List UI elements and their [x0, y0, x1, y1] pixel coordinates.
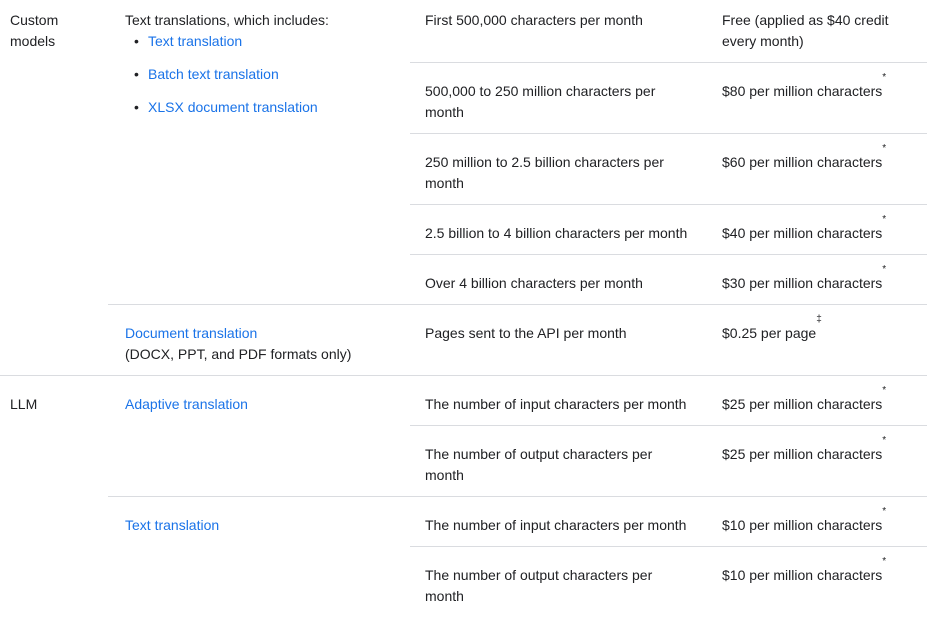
list-item: XLSX document translation	[134, 97, 400, 118]
table-row: The number of output characters per mont…	[0, 546, 927, 617]
table-row: Document translation (DOCX, PPT, and PDF…	[0, 304, 927, 376]
usage-cell: The number of input characters per month	[410, 375, 707, 426]
usage-cell: Pages sent to the API per month	[410, 304, 707, 376]
price-footnote-marker: *	[882, 506, 887, 517]
feature-cell-adaptive-translation: Adaptive translation	[108, 375, 410, 497]
usage-cell: The number of output characters per mont…	[410, 425, 707, 497]
model-label-llm: LLM	[0, 375, 108, 617]
feature-cell-text-translations: Text translations, which includes: Text …	[108, 0, 410, 305]
price-footnote-marker: *	[882, 264, 887, 275]
price-cell: $10 per million characters*	[707, 496, 927, 547]
usage-cell: 250 million to 2.5 billion characters pe…	[410, 133, 707, 205]
usage-cell: Over 4 billion characters per month	[410, 254, 707, 305]
link-xlsx-document-translation[interactable]: XLSX document translation	[148, 99, 318, 115]
link-document-translation[interactable]: Document translation	[125, 325, 258, 341]
price-footnote-marker: *	[882, 143, 887, 154]
price-text: $30 per million characters	[722, 275, 883, 291]
feature-intro: Text translations, which includes:	[125, 12, 329, 28]
usage-cell: The number of output characters per mont…	[410, 546, 707, 617]
feature-cell-text-translation-llm: Text translation	[108, 496, 410, 617]
table-row: Text translation The number of input cha…	[0, 496, 927, 617]
price-cell: $0.25 per page‡	[707, 304, 927, 376]
price-footnote-marker: *	[882, 435, 887, 446]
usage-cell: The number of input characters per month	[410, 496, 707, 547]
price-text: $25 per million characters	[722, 396, 883, 412]
price-cell: Free (applied as $40 credit every month)	[707, 0, 927, 63]
feature-cell-document-translation: Document translation (DOCX, PPT, and PDF…	[108, 304, 410, 376]
price-footnote-marker: *	[882, 385, 887, 396]
price-cell: $10 per million characters*	[707, 546, 927, 617]
bullet-icon	[134, 31, 148, 52]
table-row: The number of output characters per mont…	[0, 425, 927, 497]
table-row: LLM Adaptive translation The number of i…	[0, 375, 927, 617]
price-text: Free (applied as $40 credit every month)	[722, 12, 889, 49]
model-label-custom-models: Custom models	[10, 12, 59, 49]
price-cell: $25 per million characters*	[707, 425, 927, 497]
price-cell: $25 per million characters*	[707, 375, 927, 426]
price-footnote-marker: *	[882, 556, 887, 567]
price-footnote-marker: ‡	[816, 314, 822, 325]
price-text: $80 per million characters	[722, 83, 883, 99]
price-text: $10 per million characters	[722, 567, 883, 583]
table-row: 250 million to 2.5 billion characters pe…	[0, 133, 927, 205]
bullet-icon	[134, 97, 148, 118]
list-item: Batch text translation	[134, 64, 400, 85]
bullet-icon	[134, 64, 148, 85]
price-cell: $30 per million characters*	[707, 254, 927, 305]
usage-cell: 2.5 billion to 4 billion characters per …	[410, 204, 707, 255]
price-text: $25 per million characters	[722, 446, 883, 462]
link-adaptive-translation[interactable]: Adaptive translation	[125, 396, 248, 412]
table-row: 500,000 to 250 million characters per mo…	[0, 62, 927, 134]
price-text: $10 per million characters	[722, 517, 883, 533]
price-text: $40 per million characters	[722, 225, 883, 241]
usage-cell: First 500,000 characters per month	[425, 12, 643, 28]
link-text-translation[interactable]: Text translation	[148, 33, 243, 49]
list-item: Text translation	[134, 31, 400, 52]
table-row: Over 4 billion characters per month $30 …	[0, 254, 927, 305]
price-footnote-marker: *	[882, 72, 887, 83]
feature-link-list: Text translation Batch text translation …	[125, 31, 400, 118]
feature-note: (DOCX, PPT, and PDF formats only)	[125, 346, 352, 362]
table-row: Custom models Text translations, which i…	[0, 0, 927, 115]
price-text: $60 per million characters	[722, 154, 883, 170]
price-cell: $60 per million characters*	[707, 133, 927, 205]
table-row: 2.5 billion to 4 billion characters per …	[0, 204, 927, 255]
link-text-translation-llm[interactable]: Text translation	[125, 517, 220, 533]
price-text: $0.25 per page	[722, 325, 817, 341]
usage-cell: 500,000 to 250 million characters per mo…	[410, 62, 707, 134]
price-cell: $40 per million characters*	[707, 204, 927, 255]
price-footnote-marker: *	[882, 214, 887, 225]
price-cell: $80 per million characters*	[707, 62, 927, 134]
link-batch-text-translation[interactable]: Batch text translation	[148, 66, 279, 82]
